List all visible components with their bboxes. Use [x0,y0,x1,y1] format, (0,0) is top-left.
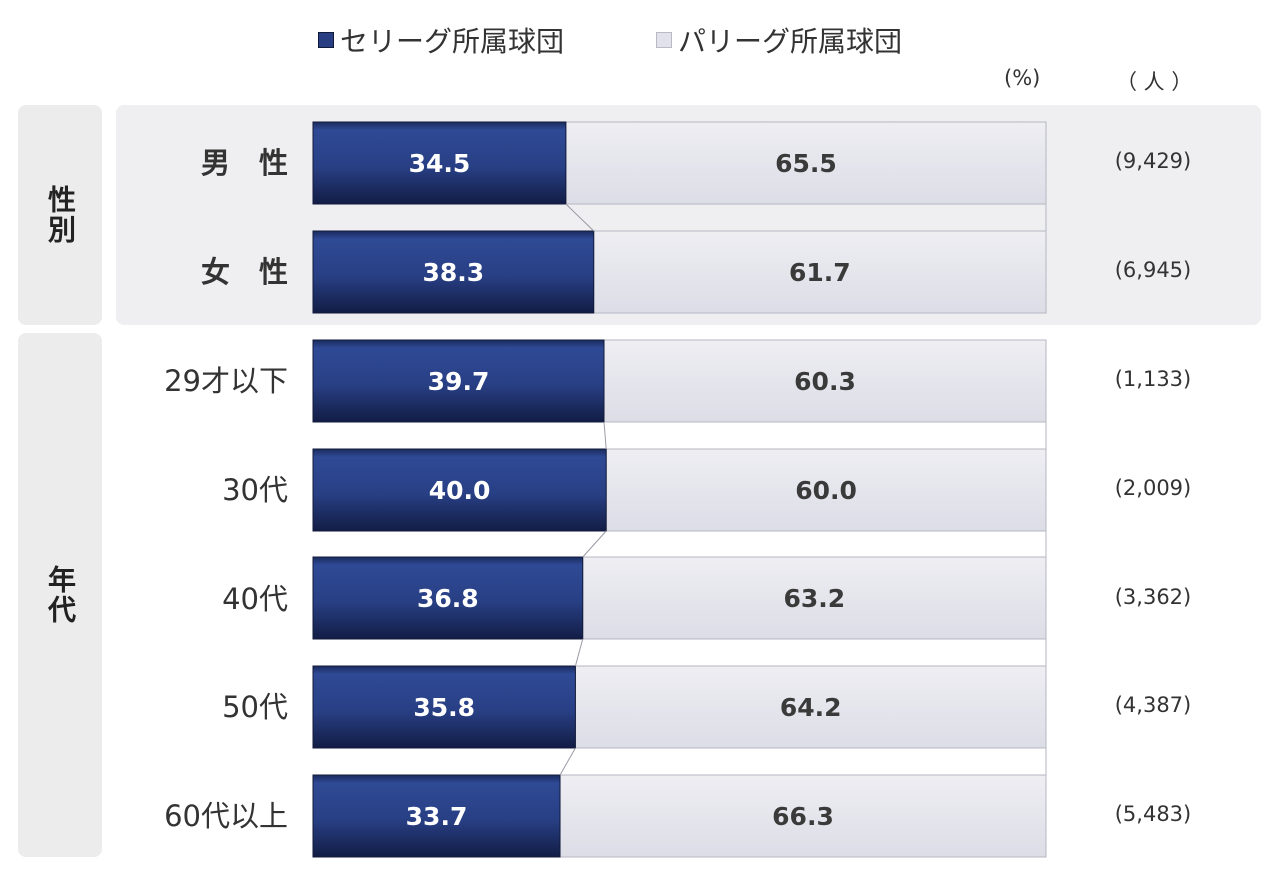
legend-swatch-pacific [656,32,673,48]
connector-line-age-30s [582,530,607,558]
connector-line-age-29-under [603,421,607,450]
count-male: (9,429) [1114,149,1192,173]
bar-pacific-age-40s [582,556,1047,640]
group-label-gender-text: 性別 [44,185,77,245]
row-label-age-30s: 30代 [222,473,288,507]
count-age-30s: (2,009) [1114,476,1192,500]
bar-pacific-female [593,230,1047,314]
value-label-central-age-60-over: 33.7 [406,802,468,831]
count-age-50s: (4,387) [1114,693,1192,717]
connector-line-male [565,203,595,232]
count-unit: （ 人 ） [1116,70,1193,94]
bar-pacific-age-29-under [603,339,1047,423]
group-label-gender: 性別 [18,105,102,325]
value-label-central-age-29-under: 39.7 [428,367,490,396]
bar-central-age-50s [312,665,576,749]
row-label-age-29-under: 29才以下 [164,364,288,398]
connector-line-age-50s [559,747,576,776]
bar-central-age-40s [312,556,584,640]
row-label-age-40s: 40代 [222,582,288,616]
count-female: (6,945) [1114,258,1192,282]
legend: セリーグ所属球団 パリーグ所属球団 [318,18,902,62]
count-age-29-under: (1,133) [1114,367,1192,391]
count-age-40s: (3,362) [1114,585,1192,609]
value-label-pacific-female: 61.7 [789,258,851,287]
bar-central-age-29-under [312,339,605,423]
value-label-pacific-age-40s: 63.2 [784,584,846,613]
value-label-central-female: 38.3 [423,258,485,287]
bar-pacific-age-60-over [559,774,1047,858]
count-age-60-over: (5,483) [1114,802,1192,826]
value-label-central-age-50s: 35.8 [413,693,475,722]
row-label-age-60-over: 60代以上 [164,799,288,833]
value-label-pacific-age-29-under: 60.3 [794,367,856,396]
legend-label-central: セリーグ所属球団 [340,25,565,58]
legend-item-central: セリーグ所属球団 [318,20,564,60]
row-label-male: 男 性 [200,146,288,180]
value-label-central-age-30s: 40.0 [429,476,491,505]
percent-unit: (%) [1004,66,1041,90]
row-label-female: 女 性 [200,255,288,289]
connector-line-age-40s [574,638,584,667]
value-label-central-male: 34.5 [409,149,471,178]
group-label-age: 年代 [18,333,102,857]
value-label-pacific-male: 65.5 [775,149,837,178]
legend-swatch-central [318,32,334,48]
legend-item-pacific: パリーグ所属球団 [656,20,902,60]
value-label-central-age-40s: 36.8 [417,584,479,613]
value-label-pacific-age-30s: 60.0 [795,476,857,505]
bar-central-female [312,230,595,314]
group-label-age-text: 年代 [44,565,77,625]
bar-central-age-60-over [312,774,561,858]
legend-label-pacific: パリーグ所属球団 [678,25,903,58]
bar-pacific-age-50s [574,665,1047,749]
bar-central-male [312,121,567,205]
row-label-age-50s: 50代 [222,690,288,724]
bar-pacific-male [565,121,1047,205]
value-label-pacific-age-50s: 64.2 [780,693,842,722]
bar-pacific-age-30s [605,448,1047,532]
bar-central-age-30s [312,448,607,532]
value-label-pacific-age-60-over: 66.3 [772,802,834,831]
